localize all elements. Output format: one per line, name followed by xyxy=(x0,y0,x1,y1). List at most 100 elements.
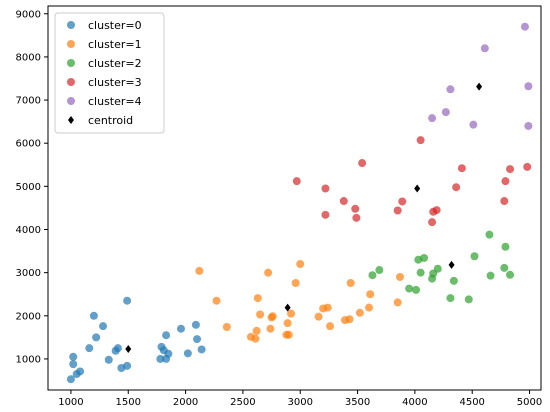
y-tick-label: 2000 xyxy=(16,311,41,322)
x-tick-label: 3000 xyxy=(288,397,313,408)
cluster-1-point xyxy=(395,272,404,281)
cluster-2-point xyxy=(405,284,414,293)
axes-frame xyxy=(47,5,542,391)
cluster-3-point xyxy=(457,164,466,173)
x-tick-label: 1500 xyxy=(116,397,141,408)
centroid-point xyxy=(414,184,421,193)
cluster-2-point xyxy=(470,252,479,261)
x-tick-label: 4000 xyxy=(402,397,427,408)
legend-marker-cluster-2 xyxy=(67,59,75,67)
cluster-0-point xyxy=(162,331,171,340)
cluster-3-point xyxy=(321,210,330,219)
cluster-2-point xyxy=(500,263,509,272)
cluster-1-point xyxy=(264,268,273,277)
cluster-1-point xyxy=(323,303,332,312)
cluster-3-point xyxy=(452,183,461,192)
cluster-1-point xyxy=(345,315,354,324)
x-tick-label: 2000 xyxy=(173,397,198,408)
cluster-0-point xyxy=(99,322,108,331)
cluster-2-point xyxy=(449,276,458,285)
cluster-1-point xyxy=(284,330,293,339)
cluster-3-point xyxy=(352,213,361,222)
plot-area xyxy=(66,22,533,384)
cluster-0-point xyxy=(113,344,122,353)
cluster-4-point xyxy=(480,44,489,53)
legend-label-centroid: centroid xyxy=(88,114,133,127)
cluster-2-point xyxy=(416,268,425,277)
y-tick-label: 5000 xyxy=(16,182,41,193)
cluster-3-point xyxy=(506,165,515,174)
cluster-3-point xyxy=(500,197,509,206)
cluster-3-point xyxy=(339,197,348,206)
cluster-0-point xyxy=(123,296,132,305)
cluster-1-point xyxy=(268,312,277,321)
cluster-2-point xyxy=(464,295,473,304)
x-tick-label: 2500 xyxy=(230,397,255,408)
cluster-0-point xyxy=(76,367,85,376)
cluster-2-point xyxy=(501,242,510,251)
legend-label-cluster-1: cluster=1 xyxy=(88,38,142,51)
cluster-0-point xyxy=(104,355,113,364)
cluster-0-point xyxy=(164,349,173,358)
cluster-0-point xyxy=(191,320,200,329)
cluster-4-point xyxy=(446,85,455,94)
cluster-0-point xyxy=(85,344,94,353)
legend-marker-cluster-3 xyxy=(67,78,75,86)
legend-label-cluster-4: cluster=4 xyxy=(88,95,142,108)
cluster-1-point xyxy=(287,309,296,318)
cluster-3-point xyxy=(393,206,402,215)
legend-marker-centroid xyxy=(68,116,74,124)
cluster-2-point xyxy=(368,271,377,280)
y-tick-label: 8000 xyxy=(16,52,41,63)
cluster-2-point xyxy=(433,264,442,273)
x-tick-label: 4500 xyxy=(459,397,484,408)
cluster-1-point xyxy=(291,278,300,287)
cluster-0-point xyxy=(89,311,98,320)
centroid-point xyxy=(476,82,483,91)
cluster-1-point xyxy=(253,294,262,303)
cluster-1-point xyxy=(283,319,292,328)
y-tick-label: 1000 xyxy=(16,354,41,365)
cluster-1-point xyxy=(256,310,265,319)
legend-box xyxy=(54,12,165,134)
cluster-3-point xyxy=(351,204,360,213)
legend-label-cluster-0: cluster=0 xyxy=(88,19,142,32)
cluster-1-point xyxy=(326,322,335,331)
cluster-1-point xyxy=(314,312,323,321)
y-tick-label: 7000 xyxy=(16,96,41,107)
y-tick-label: 3000 xyxy=(16,268,41,279)
cluster-3-point xyxy=(321,184,330,193)
centroid-point xyxy=(125,345,132,354)
cluster-4-point xyxy=(441,108,450,117)
cluster-0-point xyxy=(193,335,202,344)
legend-label-cluster-2: cluster=2 xyxy=(88,57,142,70)
cluster-4-point xyxy=(469,120,478,129)
cluster-1-point xyxy=(346,278,355,287)
cluster-3-point xyxy=(292,177,301,186)
cluster-1-point xyxy=(212,296,221,305)
cluster-0-point xyxy=(197,345,206,354)
legend: cluster=0 cluster=1 cluster=2 cluster=3 clus… xyxy=(54,12,165,134)
cluster-1-point xyxy=(252,326,261,335)
cluster-4-point xyxy=(524,82,533,91)
legend-marker-cluster-1 xyxy=(67,40,75,48)
cluster-1-point xyxy=(266,324,275,333)
cluster-1-point xyxy=(365,303,374,312)
cluster-2-point xyxy=(375,266,384,275)
cluster-3-point xyxy=(416,136,425,145)
legend-marker-cluster-4 xyxy=(67,97,75,105)
cluster-2-point xyxy=(420,253,429,262)
cluster-0-point xyxy=(176,324,185,333)
cluster-0-point xyxy=(69,360,78,369)
y-tick-label: 6000 xyxy=(16,139,41,150)
cluster-3-point xyxy=(428,218,437,227)
cluster-0-point xyxy=(92,333,101,342)
x-tick-label: 5000 xyxy=(517,397,542,408)
y-tick-label: 9000 xyxy=(16,9,41,20)
centroid-point xyxy=(448,260,455,269)
cluster-2-point xyxy=(446,294,455,303)
cluster-0-point xyxy=(123,361,132,370)
x-tick-label: 1000 xyxy=(58,397,83,408)
cluster-2-point xyxy=(506,270,515,279)
